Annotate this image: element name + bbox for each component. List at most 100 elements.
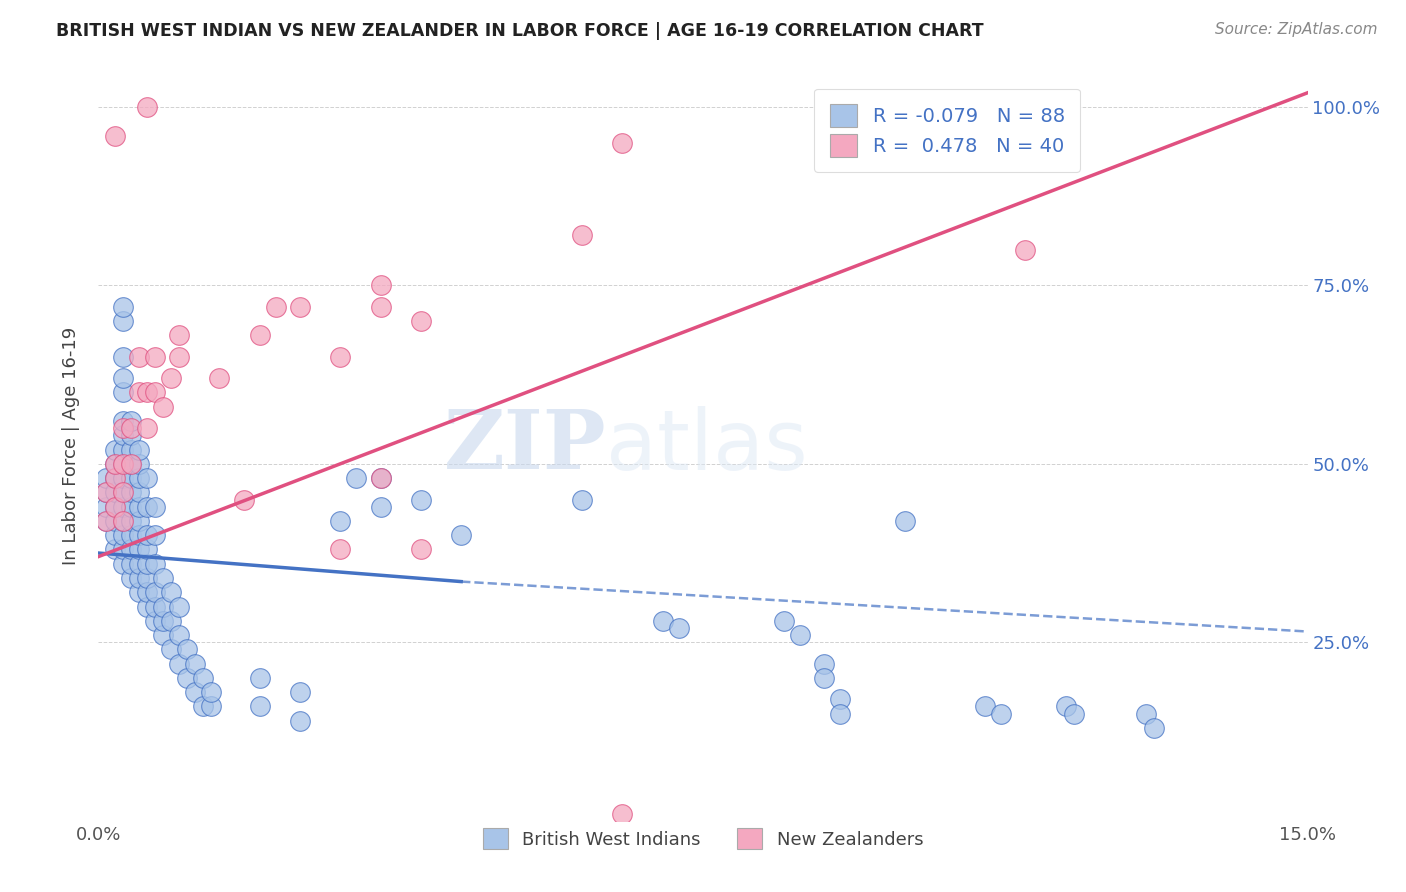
Point [135, 100, 157, 114]
Point [288, 300, 311, 314]
Point [828, 706, 851, 721]
Point [143, 500, 166, 514]
Point [208, 371, 231, 385]
Point [152, 628, 174, 642]
Point [370, 278, 392, 293]
Point [128, 557, 150, 571]
Point [111, 385, 134, 400]
Point [111, 414, 134, 428]
Point [128, 528, 150, 542]
Point [152, 614, 174, 628]
Point [135, 542, 157, 557]
Point [152, 400, 174, 414]
Point [370, 300, 392, 314]
Point [111, 428, 134, 442]
Point [176, 671, 198, 685]
Point [96, 485, 118, 500]
Point [111, 457, 134, 471]
Point [1014, 243, 1036, 257]
Point [370, 500, 392, 514]
Point [143, 528, 166, 542]
Point [103, 500, 125, 514]
Point [103, 485, 125, 500]
Point [128, 442, 150, 457]
Point [651, 614, 673, 628]
Point [167, 599, 190, 614]
Point [120, 571, 142, 585]
Point [128, 350, 150, 364]
Text: ZIP: ZIP [444, 406, 606, 486]
Point [111, 528, 134, 542]
Point [120, 500, 142, 514]
Point [111, 421, 134, 435]
Point [612, 806, 634, 821]
Point [120, 414, 142, 428]
Point [329, 350, 352, 364]
Point [120, 457, 142, 471]
Point [772, 614, 794, 628]
Point [135, 528, 157, 542]
Point [160, 642, 183, 657]
Point [103, 471, 125, 485]
Point [370, 471, 392, 485]
Point [120, 514, 142, 528]
Point [135, 385, 157, 400]
Point [143, 557, 166, 571]
Point [152, 571, 174, 585]
Point [828, 692, 851, 706]
Point [111, 350, 134, 364]
Point [193, 671, 215, 685]
Point [128, 500, 150, 514]
Point [193, 699, 215, 714]
Point [1135, 706, 1157, 721]
Point [111, 371, 134, 385]
Point [128, 585, 150, 599]
Point [249, 328, 271, 343]
Point [288, 685, 311, 699]
Point [103, 542, 125, 557]
Point [450, 528, 472, 542]
Point [128, 471, 150, 485]
Point [200, 685, 222, 699]
Point [370, 471, 392, 485]
Point [264, 300, 287, 314]
Point [571, 228, 593, 243]
Point [329, 514, 352, 528]
Point [167, 350, 190, 364]
Point [143, 585, 166, 599]
Point [160, 371, 183, 385]
Point [120, 542, 142, 557]
Point [990, 706, 1012, 721]
Point [789, 628, 811, 642]
Point [103, 500, 125, 514]
Point [813, 657, 835, 671]
Point [167, 657, 190, 671]
Point [128, 485, 150, 500]
Point [111, 471, 134, 485]
Point [152, 599, 174, 614]
Legend: British West Indians, New Zealanders: British West Indians, New Zealanders [475, 822, 931, 856]
Point [111, 514, 134, 528]
Point [1063, 706, 1085, 721]
Point [143, 599, 166, 614]
Point [96, 500, 118, 514]
Point [111, 557, 134, 571]
Point [111, 542, 134, 557]
Point [128, 457, 150, 471]
Point [143, 614, 166, 628]
Point [120, 528, 142, 542]
Point [120, 471, 142, 485]
Point [813, 671, 835, 685]
Point [409, 492, 432, 507]
Point [111, 485, 134, 500]
Point [96, 514, 118, 528]
Point [974, 699, 997, 714]
Point [612, 136, 634, 150]
Point [103, 528, 125, 542]
Point [103, 442, 125, 457]
Point [103, 514, 125, 528]
Point [96, 514, 118, 528]
Point [668, 621, 690, 635]
Point [344, 471, 367, 485]
Point [111, 314, 134, 328]
